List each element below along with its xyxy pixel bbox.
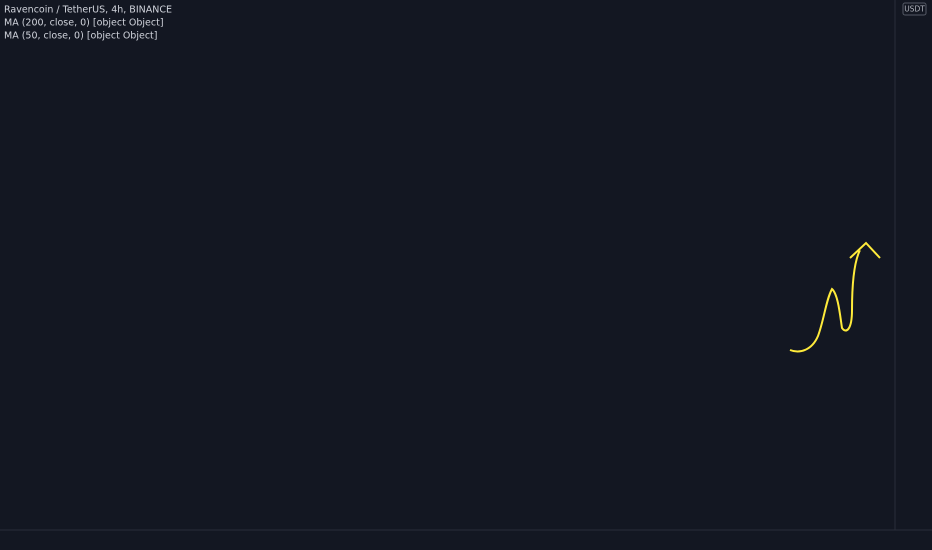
currency-badge[interactable] [902,2,927,16]
legend-entry: MA (50, close, 0) [object Object] [4,31,157,42]
currency: USDT [904,5,925,14]
chart-title: Ravencoin / TetherUS, 4h, BINANCE [4,5,172,16]
legend-entry: MA (200, close, 0) [object Object] [4,18,164,29]
hand-drawn-arrow [789,241,881,353]
